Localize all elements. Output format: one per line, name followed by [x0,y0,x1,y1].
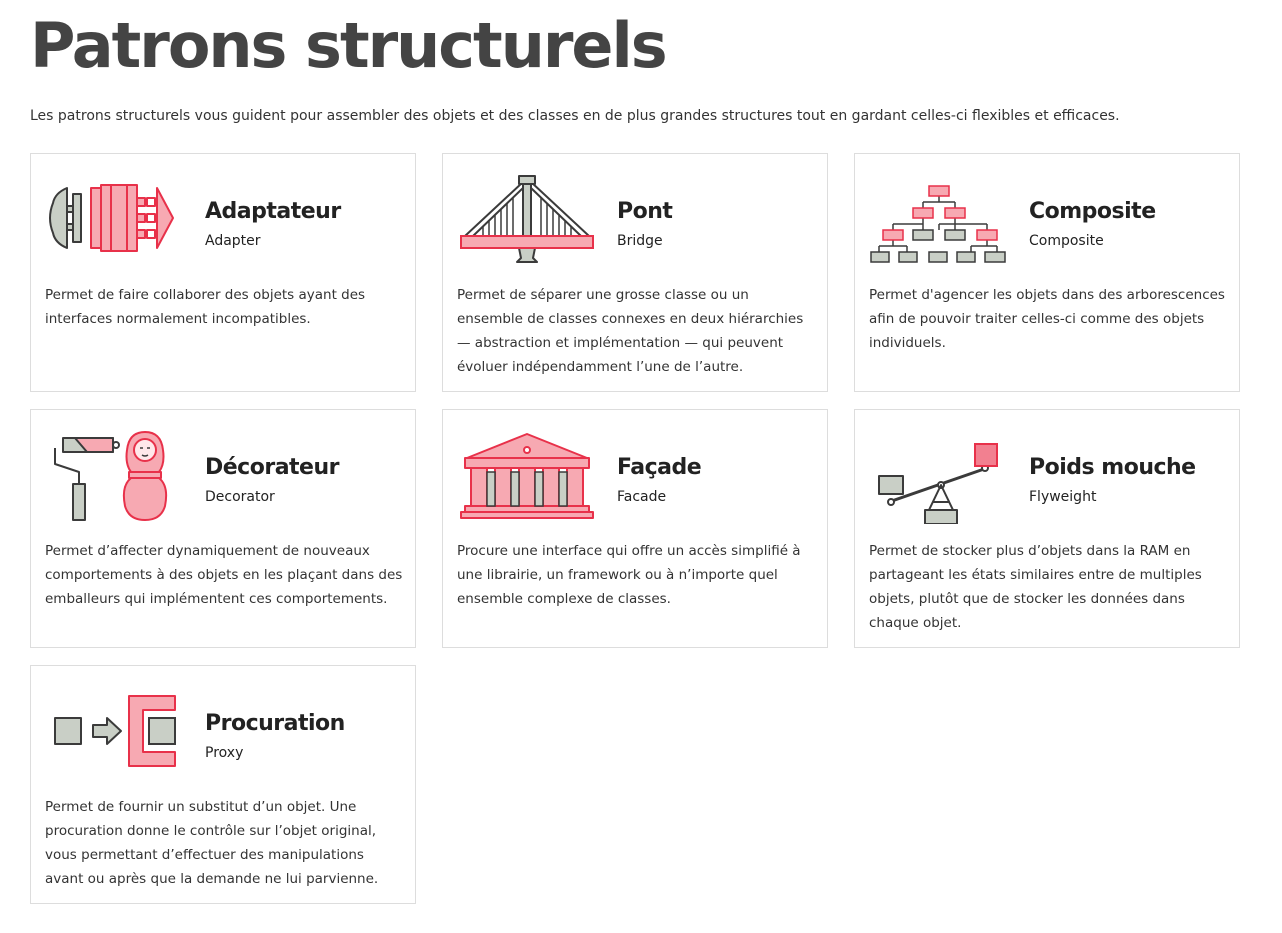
pattern-english-name: Facade [617,489,667,505]
pattern-description: Permet d’affecter dynamiquement de nouve… [45,543,403,607]
pattern-english-name: Composite [1029,233,1104,249]
bridge-illustration [457,168,597,268]
pattern-title: Composite [1029,199,1156,224]
pattern-title: Décorateur [205,455,339,480]
composite-tree-illustration [869,168,1009,268]
proxy-illustration [45,680,185,780]
pattern-english-name: Flyweight [1029,489,1097,505]
pattern-card-adapter[interactable]: Adaptateur Adapter Permet de faire colla… [30,153,416,392]
pattern-english-name: Proxy [205,745,244,761]
pattern-card-flyweight[interactable]: Poids mouche Flyweight Permet de stocker… [854,409,1240,648]
pattern-description: Permet de séparer une grosse classe ou u… [457,287,804,375]
pattern-card-facade[interactable]: Façade Facade Procure une interface qui … [442,409,828,648]
pattern-title: Poids mouche [1029,455,1196,480]
pattern-description: Permet de fournir un substitut d’un obje… [45,799,379,887]
pattern-title: Adaptateur [205,199,341,224]
pattern-title: Façade [617,455,702,480]
pattern-english-name: Decorator [205,489,275,505]
pattern-description: Permet d'agencer les objets dans des arb… [869,287,1225,351]
pattern-description: Procure une interface qui offre un accès… [457,543,801,607]
pattern-card-bridge[interactable]: Pont Bridge Permet de séparer une grosse… [442,153,828,392]
pattern-english-name: Bridge [617,233,663,249]
pattern-card-decorator[interactable]: Décorateur Decorator Permet d’affecter d… [30,409,416,648]
page-intro: Les patrons structurels vous guident pou… [30,108,1120,124]
adapter-illustration [45,168,185,268]
pattern-title: Procuration [205,711,345,736]
pattern-card-composite[interactable]: Composite Composite Permet d'agencer les… [854,153,1240,392]
page-title: Patrons structurels [30,9,668,82]
pattern-card-proxy[interactable]: Procuration Proxy Permet de fournir un s… [30,665,416,904]
pattern-description: Permet de stocker plus d’objets dans la … [869,543,1202,631]
decorator-illustration [45,424,185,524]
pattern-description: Permet de faire collaborer des objets ay… [45,287,366,327]
pattern-english-name: Adapter [205,233,261,249]
pattern-title: Pont [617,199,673,224]
facade-building-illustration [457,424,597,524]
flyweight-seesaw-illustration [869,424,1009,524]
